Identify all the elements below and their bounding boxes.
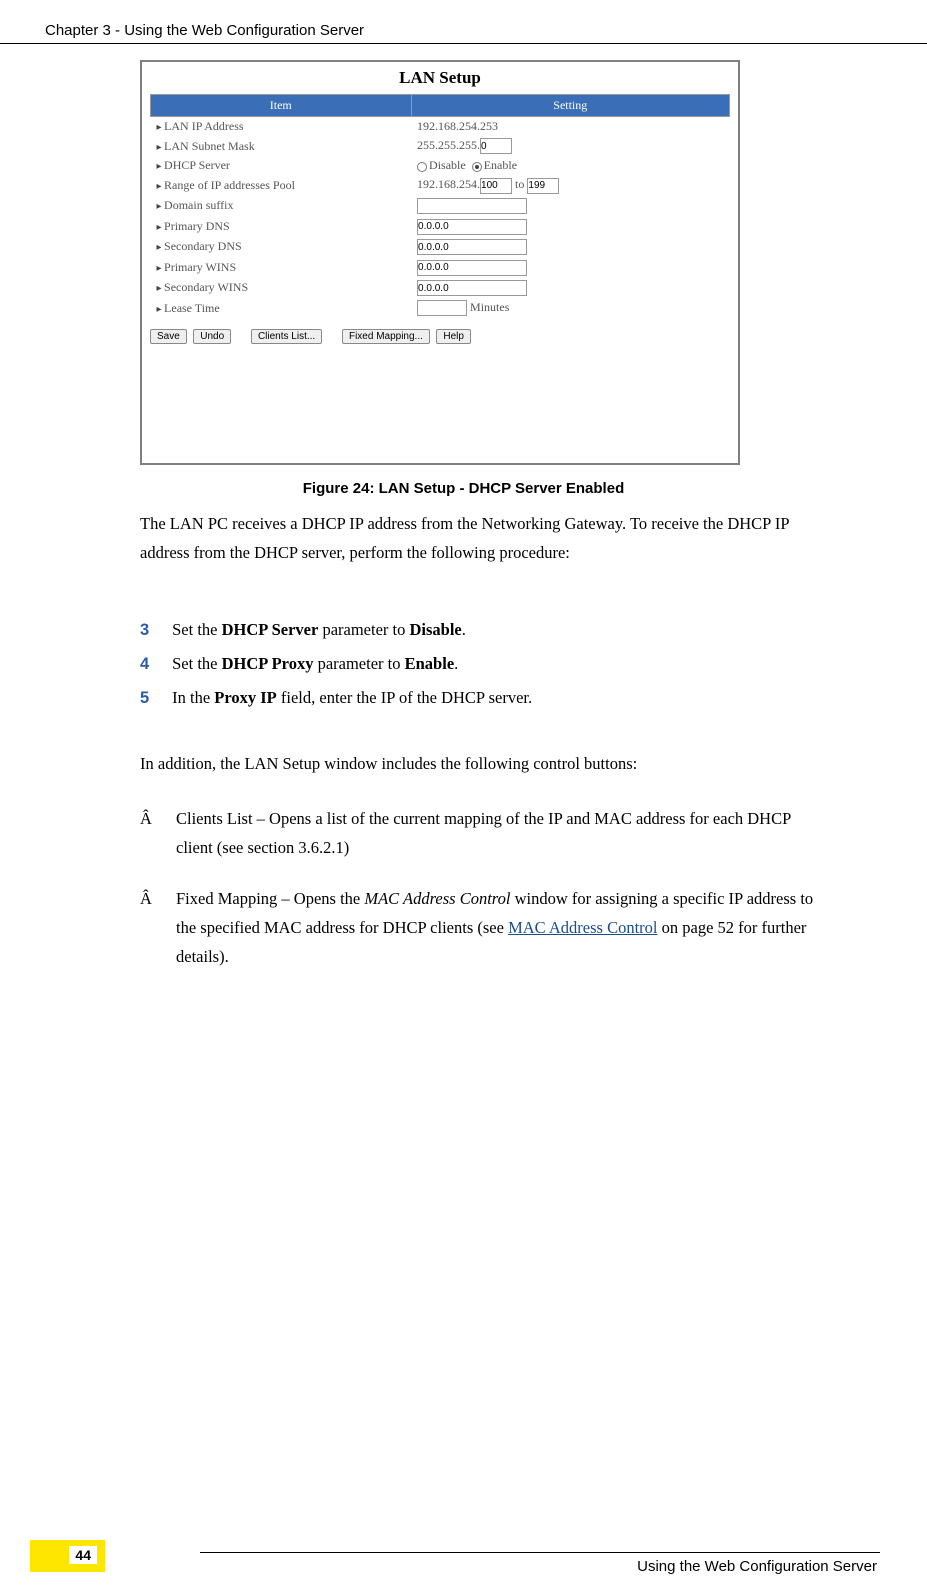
subnet-input[interactable] xyxy=(480,138,512,154)
intro-paragraph: The LAN PC receives a DHCP IP address fr… xyxy=(140,510,820,568)
undo-button[interactable]: Undo xyxy=(193,329,231,344)
dhcp-server-label: DHCP Server xyxy=(151,156,412,175)
bullet-mark: Â xyxy=(140,805,176,834)
chapter-title: Chapter 3 - Using the Web Configuration … xyxy=(45,22,364,39)
bullet-clients-list: ÂClients List – Opens a list of the curr… xyxy=(140,805,820,863)
primary-dns-label: Primary DNS xyxy=(151,216,412,237)
help-button[interactable]: Help xyxy=(436,329,471,344)
addition-paragraph: In addition, the LAN Setup window includ… xyxy=(140,750,820,779)
dhcp-disable-text: Disable xyxy=(429,158,466,172)
pool-to-label: to xyxy=(515,177,524,191)
subnet-prefix: 255.255.255. xyxy=(417,138,480,152)
step-5: 5 In the Proxy IP field, enter the IP of… xyxy=(140,688,820,708)
step-3: 3 Set the DHCP Server parameter to Disab… xyxy=(140,620,820,640)
pool-prefix: 192.168.254. xyxy=(417,177,480,191)
lan-ip-label: LAN IP Address xyxy=(151,117,412,137)
primary-wins-label: Primary WINS xyxy=(151,257,412,278)
footer-text: Using the Web Configuration Server xyxy=(637,1558,877,1575)
step-4: 4 Set the DHCP Proxy parameter to Enable… xyxy=(140,654,820,674)
lease-time-unit: Minutes xyxy=(470,300,509,314)
step-num: 3 xyxy=(140,621,168,640)
col-item: Item xyxy=(151,95,412,117)
button-row: Save Undo Clients List... Fixed Mapping.… xyxy=(150,326,730,344)
pool-from-input[interactable] xyxy=(480,178,512,194)
dhcp-disable-radio[interactable] xyxy=(417,162,427,172)
clients-list-button[interactable]: Clients List... xyxy=(251,329,322,344)
dhcp-enable-radio[interactable] xyxy=(472,162,482,172)
lan-setup-table: Item Setting LAN IP Address 192.168.254.… xyxy=(150,94,730,318)
step-num: 5 xyxy=(140,689,168,708)
page-number: 44 xyxy=(69,1546,97,1564)
lan-setup-title: LAN Setup xyxy=(142,62,738,94)
bullet-list: ÂClients List – Opens a list of the curr… xyxy=(140,805,820,993)
lease-time-input[interactable] xyxy=(417,300,467,316)
bullet-mark: Â xyxy=(140,885,176,914)
page-number-box: 44 xyxy=(30,1540,105,1572)
procedure-list: 3 Set the DHCP Server parameter to Disab… xyxy=(140,620,820,722)
secondary-dns-label: Secondary DNS xyxy=(151,237,412,258)
domain-label: Domain suffix xyxy=(151,196,412,217)
footer-rule xyxy=(200,1552,880,1553)
pool-to-input[interactable] xyxy=(527,178,559,194)
subnet-label: LAN Subnet Mask xyxy=(151,136,412,156)
lan-setup-screenshot: LAN Setup Item Setting LAN IP Address 19… xyxy=(140,60,740,465)
mac-address-control-link[interactable]: MAC Address Control xyxy=(508,918,657,937)
ip-pool-label: Range of IP addresses Pool xyxy=(151,175,412,195)
secondary-wins-input[interactable] xyxy=(417,280,527,296)
primary-dns-input[interactable] xyxy=(417,219,527,235)
page-header: Chapter 3 - Using the Web Configuration … xyxy=(0,22,927,44)
lan-ip-value: 192.168.254.253 xyxy=(411,117,729,137)
dhcp-enable-text: Enable xyxy=(484,158,517,172)
secondary-wins-label: Secondary WINS xyxy=(151,278,412,299)
lease-time-label: Lease Time xyxy=(151,298,412,318)
col-setting: Setting xyxy=(411,95,729,117)
fixed-mapping-button[interactable]: Fixed Mapping... xyxy=(342,329,430,344)
secondary-dns-input[interactable] xyxy=(417,239,527,255)
domain-input[interactable] xyxy=(417,198,527,214)
step-num: 4 xyxy=(140,655,168,674)
save-button[interactable]: Save xyxy=(150,329,187,344)
bullet-fixed-mapping: ÂFixed Mapping – Opens the MAC Address C… xyxy=(140,885,820,972)
figure-caption: Figure 24: LAN Setup - DHCP Server Enabl… xyxy=(0,480,927,497)
primary-wins-input[interactable] xyxy=(417,260,527,276)
